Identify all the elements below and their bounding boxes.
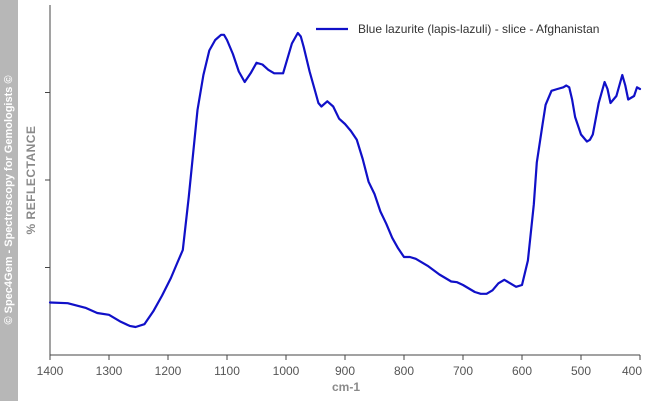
legend: Blue lazurite (lapis-lazuli) - slice - A…	[316, 22, 599, 36]
x-tick-label: 700	[453, 364, 473, 378]
x-tick-label: 400	[622, 364, 642, 378]
x-tick-label: 800	[394, 364, 414, 378]
legend-entry: Blue lazurite (lapis-lazuli) - slice - A…	[358, 22, 599, 36]
x-tick-label: 500	[571, 364, 591, 378]
x-tick-label: 900	[335, 364, 355, 378]
x-axis-label: cm-1	[331, 380, 361, 394]
x-tick-label: 1000	[273, 364, 300, 378]
series-layer	[48, 31, 642, 329]
x-tick-label: 1300	[96, 364, 123, 378]
x-tick-label: 1200	[155, 364, 182, 378]
x-tick-label: 1100	[214, 364, 240, 378]
axes: 1400 1300 1200 1100 1000 900 800 700 600 500 400	[37, 5, 642, 378]
x-tick-label: 1400	[37, 364, 64, 378]
watermark-bar: © Spec4Gem - Spectroscopy for Gemologist…	[0, 0, 18, 401]
series-line	[48, 31, 642, 329]
x-tick-label: 600	[512, 364, 532, 378]
